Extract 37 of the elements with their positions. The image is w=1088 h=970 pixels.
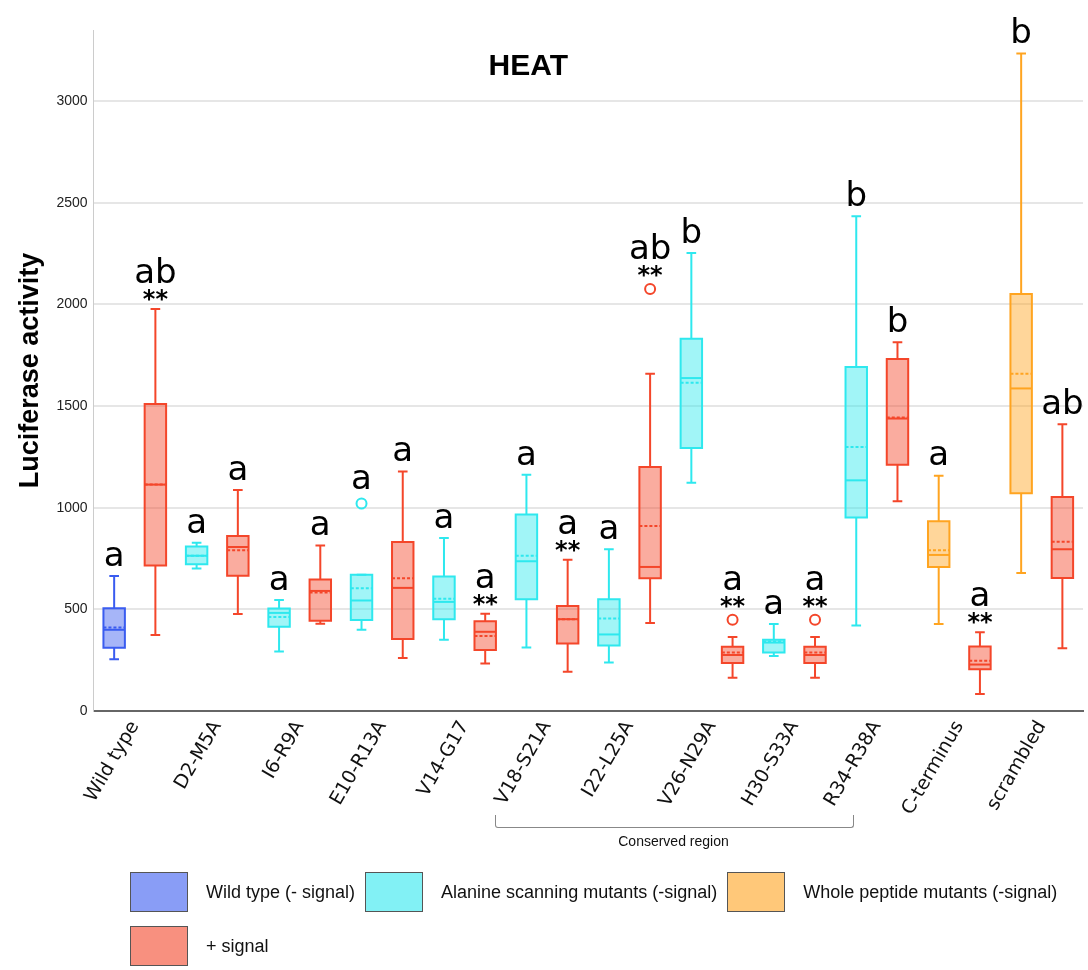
annotation: a bbox=[186, 500, 208, 541]
annotation: ** bbox=[142, 285, 169, 314]
y-axis-title: Luciferase activity bbox=[13, 252, 44, 489]
annotation: a bbox=[392, 429, 414, 470]
annotation: ** bbox=[637, 261, 664, 290]
annotation: a bbox=[928, 433, 950, 474]
legend-label: Alanine scanning mutants (-signal) bbox=[441, 881, 718, 903]
y-tick-label: 2500 bbox=[56, 193, 88, 210]
annotation: a bbox=[598, 507, 620, 548]
y-tick-label: 500 bbox=[64, 600, 88, 617]
y-tick-label: 1500 bbox=[56, 396, 88, 413]
legend-label: + signal bbox=[206, 935, 269, 957]
annotation: a bbox=[103, 533, 125, 574]
annotation: a bbox=[763, 581, 785, 622]
annotation: b bbox=[886, 300, 909, 341]
text: Conserved region bbox=[617, 833, 730, 849]
annotation: a bbox=[268, 557, 290, 598]
annotation: a bbox=[309, 503, 331, 544]
annotation: a bbox=[433, 495, 455, 536]
annotation: b bbox=[845, 174, 868, 215]
annotation: ** bbox=[720, 592, 746, 621]
annotation: ** bbox=[555, 536, 581, 565]
annotation: a bbox=[227, 447, 249, 488]
legend-label: Whole peptide mutants (-signal) bbox=[803, 881, 1058, 903]
annotation: b bbox=[680, 210, 703, 251]
text: HEAT bbox=[488, 48, 568, 82]
y-tick-label: 1000 bbox=[56, 498, 88, 515]
annotation: ** bbox=[472, 589, 499, 618]
annotation: a bbox=[516, 432, 537, 473]
annotation: ** bbox=[802, 592, 829, 621]
annotation: a bbox=[351, 457, 372, 498]
annotation: ab bbox=[1041, 382, 1084, 423]
y-tick-label: 2000 bbox=[56, 295, 88, 312]
y-tick-label: 0 bbox=[79, 701, 88, 718]
legend-label: Wild type (- signal) bbox=[206, 881, 356, 903]
y-tick-label: 3000 bbox=[56, 92, 88, 109]
annotation: b bbox=[1010, 11, 1032, 52]
